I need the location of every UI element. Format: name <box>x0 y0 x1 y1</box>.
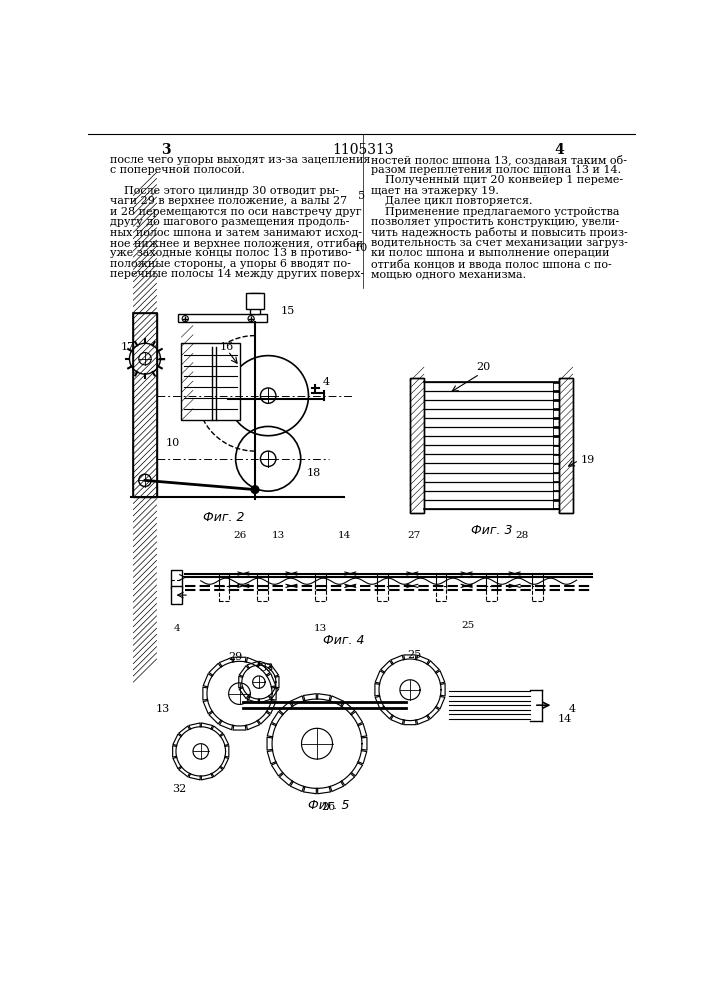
Text: отгиба концов и ввода полос шпона с по-: отгиба концов и ввода полос шпона с по- <box>371 259 612 269</box>
Text: 4: 4 <box>322 377 329 387</box>
Bar <box>171 586 182 604</box>
Text: 25: 25 <box>462 620 474 630</box>
Text: 15: 15 <box>281 306 295 316</box>
Text: 26: 26 <box>322 802 336 812</box>
Text: Фиг. 3: Фиг. 3 <box>471 524 512 537</box>
Text: 1105313: 1105313 <box>332 143 394 157</box>
Text: ностей полос шпона 13, создавая таким об-: ностей полос шпона 13, создавая таким об… <box>371 155 627 165</box>
Text: 10: 10 <box>354 243 368 253</box>
Text: с поперечной полосой.: с поперечной полосой. <box>110 165 245 175</box>
Bar <box>257 574 268 589</box>
Bar <box>177 314 267 322</box>
Text: щает на этажерку 19.: щает на этажерку 19. <box>371 186 499 196</box>
Bar <box>250 293 260 314</box>
Text: 4: 4 <box>174 624 181 633</box>
Text: 18: 18 <box>307 468 321 478</box>
Bar <box>182 343 240 420</box>
Bar <box>486 574 497 589</box>
Text: 28: 28 <box>515 531 529 540</box>
Text: Далее цикл повторяется.: Далее цикл повторяется. <box>371 196 533 206</box>
Text: 14: 14 <box>337 531 351 540</box>
Text: 4: 4 <box>569 704 576 714</box>
Text: уже заходные концы полос 13 в противо-: уже заходные концы полос 13 в противо- <box>110 248 351 258</box>
Text: ное нижнее и верхнее положения, отгибая: ное нижнее и верхнее положения, отгибая <box>110 238 363 249</box>
Text: После этого цилиндр 30 отводит ры-: После этого цилиндр 30 отводит ры- <box>110 186 339 196</box>
Text: 4: 4 <box>554 143 563 157</box>
Text: 10: 10 <box>166 438 180 448</box>
Bar <box>436 574 446 589</box>
Text: чаги 29 в верхнее положение, а валы 27: чаги 29 в верхнее положение, а валы 27 <box>110 196 347 206</box>
Text: 16: 16 <box>220 342 235 352</box>
Text: Применение предлагаемого устройства: Применение предлагаемого устройства <box>371 207 620 217</box>
Bar <box>218 574 230 589</box>
Bar <box>246 293 264 309</box>
Text: перечные полосы 14 между других поверх-: перечные полосы 14 между других поверх- <box>110 269 364 279</box>
Text: положные стороны, а упоры 6 вводят по-: положные стороны, а упоры 6 вводят по- <box>110 259 351 269</box>
Text: 14: 14 <box>557 714 571 724</box>
Bar <box>378 574 388 589</box>
Bar <box>410 378 424 513</box>
Text: ных полос шпона и затем занимают исход-: ных полос шпона и затем занимают исход- <box>110 227 362 237</box>
Text: мощью одного механизма.: мощью одного механизма. <box>371 269 527 279</box>
Bar <box>257 586 268 601</box>
Text: Полученный щит 20 конвейер 1 переме-: Полученный щит 20 конвейер 1 переме- <box>371 175 624 185</box>
Bar <box>486 586 497 601</box>
Bar <box>436 586 446 601</box>
Bar <box>559 378 573 513</box>
Text: 25: 25 <box>407 650 421 660</box>
Text: 3: 3 <box>161 143 170 157</box>
Bar <box>134 312 156 497</box>
Text: 13: 13 <box>271 531 285 540</box>
Text: 26: 26 <box>233 531 246 540</box>
Text: чить надежность работы и повысить произ-: чить надежность работы и повысить произ- <box>371 227 628 238</box>
Bar <box>378 586 388 601</box>
Text: Фиг. 4: Фиг. 4 <box>323 634 365 647</box>
Text: 5: 5 <box>358 191 365 201</box>
Bar <box>171 570 182 589</box>
Text: 13: 13 <box>314 624 327 633</box>
Text: Фиг. 2: Фиг. 2 <box>203 511 245 524</box>
Text: ки полос шпона и выполнение операции: ки полос шпона и выполнение операции <box>371 248 609 258</box>
Bar <box>532 574 543 589</box>
Text: 17: 17 <box>121 342 135 352</box>
Text: после чего упоры выходят из-за зацепления: после чего упоры выходят из-за зацеплени… <box>110 155 370 165</box>
Text: 13: 13 <box>156 704 170 714</box>
Text: позволяет упростить конструкцию, увели-: позволяет упростить конструкцию, увели- <box>371 217 619 227</box>
Text: разом переплетения полос шпона 13 и 14.: разом переплетения полос шпона 13 и 14. <box>371 165 621 175</box>
Text: 32: 32 <box>172 784 186 794</box>
Bar <box>315 574 327 589</box>
Text: 27: 27 <box>407 531 421 540</box>
Text: 29: 29 <box>228 652 243 662</box>
Text: и 28 перемещаются по оси навстречу друг: и 28 перемещаются по оси навстречу друг <box>110 207 362 217</box>
Text: 19: 19 <box>580 455 595 465</box>
Text: водительность за счет механизации загруз-: водительность за счет механизации загруз… <box>371 238 628 248</box>
Text: другу до шагового размещения продоль-: другу до шагового размещения продоль- <box>110 217 349 227</box>
Text: Фиг. 5: Фиг. 5 <box>308 799 349 812</box>
Bar <box>315 586 327 601</box>
Bar <box>218 586 230 601</box>
Text: 20: 20 <box>477 362 491 372</box>
Bar <box>410 378 424 513</box>
Bar <box>134 312 156 497</box>
Text: 33: 33 <box>259 663 274 673</box>
Bar <box>559 378 573 513</box>
Circle shape <box>251 486 259 493</box>
Bar <box>532 586 543 601</box>
